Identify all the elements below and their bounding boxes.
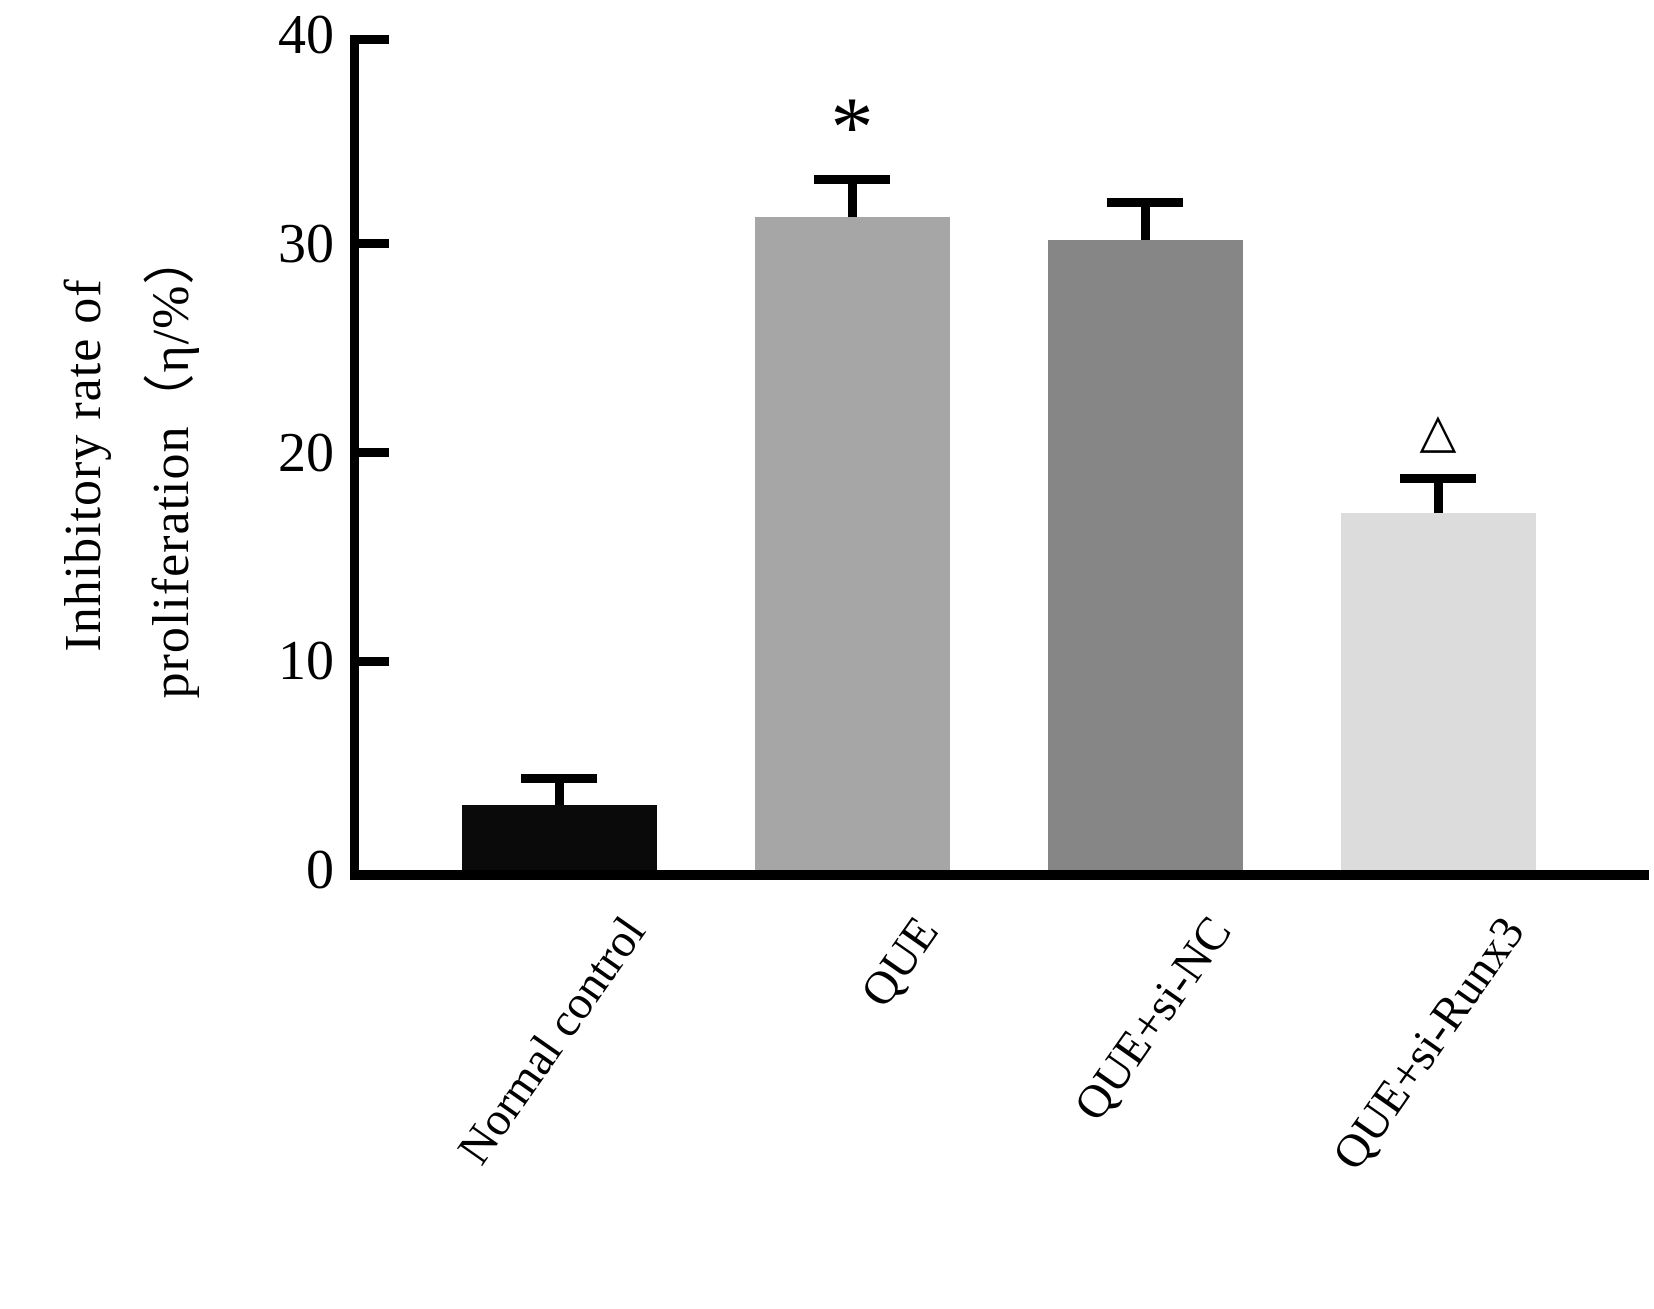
y-axis-tick-label: 40 bbox=[278, 4, 334, 66]
y-axis-tick bbox=[359, 448, 389, 457]
y-axis-tick bbox=[359, 239, 389, 249]
y-axis-tick-label: 30 bbox=[278, 212, 334, 275]
significance-triangle: △ bbox=[1419, 404, 1457, 458]
significance-asterisk: * bbox=[830, 79, 874, 176]
bar bbox=[1047, 239, 1243, 870]
bar bbox=[461, 805, 657, 870]
y-axis-tick-label: 10 bbox=[278, 630, 334, 693]
y-axis-title: Inhibitory rate of proliferation（η/%） bbox=[40, 35, 230, 895]
error-bar-line bbox=[1433, 477, 1443, 514]
y-axis-title-line1: Inhibitory rate of bbox=[55, 278, 112, 652]
error-bar-cap bbox=[1107, 198, 1183, 207]
y-axis-title-line2: proliferation（η/%） bbox=[143, 231, 200, 699]
error-bar-line bbox=[554, 778, 564, 806]
error-bar-line bbox=[1140, 202, 1150, 240]
y-axis-tick bbox=[359, 656, 389, 666]
bar bbox=[754, 216, 950, 870]
error-bar-cap bbox=[521, 774, 597, 784]
bar bbox=[1340, 513, 1536, 870]
error-bar-line bbox=[847, 179, 857, 217]
y-axis-tick bbox=[359, 35, 389, 44]
error-bar-cap bbox=[1400, 473, 1476, 483]
y-axis-tick-label: 20 bbox=[278, 421, 334, 484]
y-axis-tick-label: 0 bbox=[306, 839, 334, 901]
plot-area: 0 10 20 30 40 Normal control * QUE QUE+si-NC △ QUE… bbox=[278, 5, 1649, 1179]
x-axis-category-label: Normal control bbox=[447, 907, 656, 1174]
error-bar-cap bbox=[814, 175, 890, 185]
